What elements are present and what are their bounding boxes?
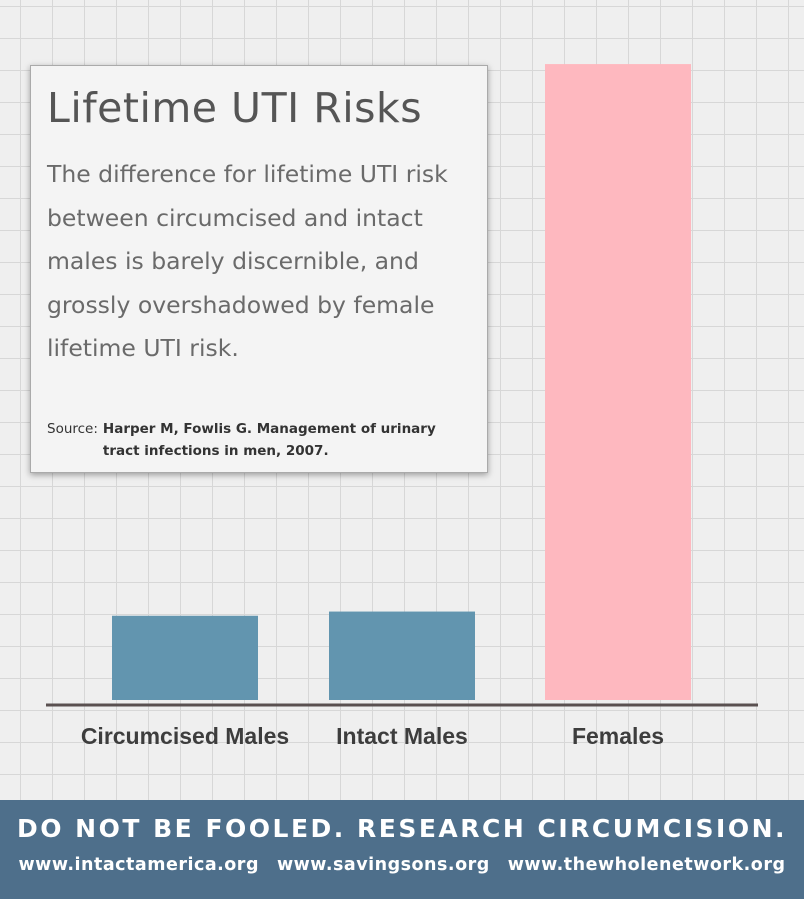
- chart-description: The difference for lifetime UTI risk bet…: [47, 160, 448, 362]
- info-box: Lifetime UTI Risks The difference for li…: [30, 65, 488, 473]
- source-citation: Source: Harper M, Fowlis G. Management o…: [47, 418, 453, 462]
- category-label: Circumcised Males: [81, 723, 289, 749]
- bar-females: [545, 64, 691, 701]
- chart-title: Lifetime UTI Risks: [47, 84, 423, 132]
- bar-circumcised-males: [112, 615, 258, 700]
- bar-intact-males: [329, 611, 475, 700]
- category-label: Females: [572, 723, 664, 749]
- source-text: Harper M, Fowlis G. Management of urinar…: [102, 421, 436, 459]
- footer-slogan: DO NOT BE FOOLED. RESEARCH CIRCUMCISION.: [16, 814, 788, 843]
- footer-banner: DO NOT BE FOOLED. RESEARCH CIRCUMCISION.…: [0, 800, 804, 899]
- category-label: Intact Males: [336, 723, 468, 749]
- bar-chart: Circumcised Males Intact Males Females: [46, 64, 758, 749]
- footer-link-thewholenetwork[interactable]: www.thewholenetwork.org: [507, 855, 786, 875]
- source-label: Source:: [47, 421, 98, 437]
- footer-links: www.intactamerica.org www.savingsons.org…: [0, 855, 804, 875]
- footer-link-intactamerica[interactable]: www.intactamerica.org: [18, 855, 259, 875]
- footer-link-savingsons[interactable]: www.savingsons.org: [276, 855, 490, 875]
